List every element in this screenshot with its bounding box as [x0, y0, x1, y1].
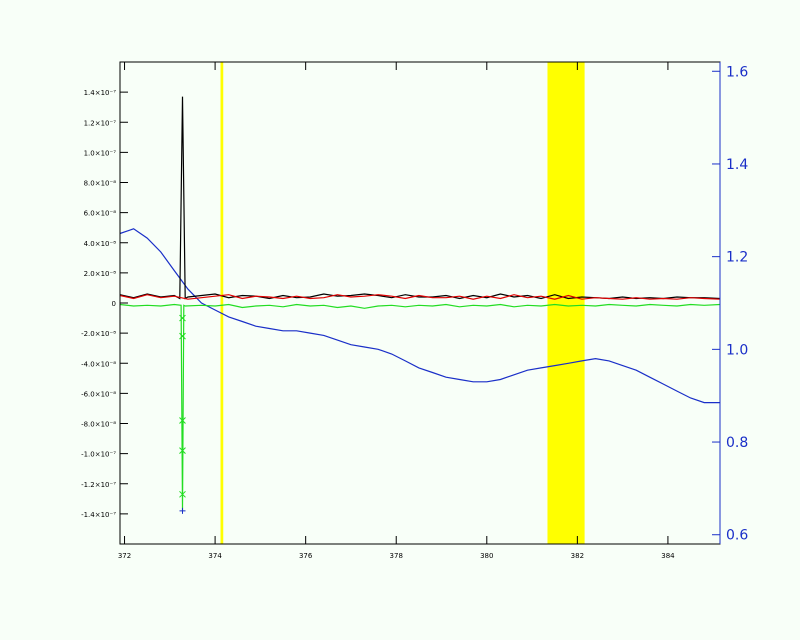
highlight-band-1 [547, 62, 585, 544]
y-right-tick-label-1: 0.8 [726, 435, 748, 451]
series-line-3 [119, 303, 721, 511]
x-tick-label-3: 378 [390, 552, 403, 560]
marker-0-4 [179, 490, 186, 498]
y-left-tick-label-3: 8.0×10⁻⁸ [84, 180, 117, 188]
y-left-tick-label-10: -6.0×10⁻⁸ [81, 390, 116, 398]
x-ticks: 372 374 376 378 380 382 384 [118, 62, 675, 560]
markers [179, 314, 186, 514]
y-left-tick-label-11: -8.0×10⁻⁸ [81, 421, 116, 429]
y-left-tick-label-5: 4.0×10⁻⁸ [84, 240, 117, 248]
y-left-tick-label-13: -1.2×10⁻⁷ [81, 481, 116, 489]
y-left-tick-label-9: -4.0×10⁻⁸ [81, 360, 116, 368]
marker-1-0 [179, 507, 186, 514]
y-left-tick-label-12: -1.0×10⁻⁷ [81, 451, 116, 459]
highlight-band-0 [220, 62, 224, 544]
x-tick-label-0: 372 [118, 552, 131, 560]
marker-0-3 [179, 447, 186, 454]
marker-0-1 [179, 332, 186, 340]
x-tick-label-5: 382 [571, 552, 584, 560]
highlight-bands [220, 62, 585, 544]
series-right-axis [119, 228, 720, 404]
series-line-2 [119, 294, 721, 300]
y-left-tick-label-8: -2.0×10⁻⁸ [81, 330, 116, 338]
y-right-tick-label-3: 1.2 [726, 250, 748, 266]
y-right-tick-label-5: 1.6 [726, 64, 748, 80]
series-line-1 [119, 96, 721, 300]
y-left-tick-label-1: 1.2×10⁻⁷ [84, 119, 117, 127]
y-left-tick-label-2: 1.0×10⁻⁷ [84, 149, 117, 157]
marker-0-0 [179, 314, 186, 322]
x-tick-label-4: 380 [480, 552, 493, 560]
x-tick-label-1: 374 [208, 552, 222, 560]
series-left-axis [119, 96, 721, 511]
y-right-tick-label-2: 1.0 [726, 342, 748, 358]
y-left-tick-label-0: 1.4×10⁻⁷ [84, 89, 117, 97]
y-right-tick-label-0: 0.6 [726, 528, 748, 544]
y-left-tick-label-6: 2.0×10⁻⁸ [84, 270, 117, 278]
y-left-tick-label-14: -1.4×10⁻⁷ [81, 511, 116, 519]
y-left-tick-label-4: 6.0×10⁻⁸ [84, 210, 117, 218]
y-right-tick-label-4: 1.4 [726, 157, 748, 173]
y-right-ticks: 0.6 0.8 1.0 1.2 1.4 1.6 [712, 62, 748, 544]
marker-0-2 [179, 417, 186, 424]
y-left-ticks: 1.4×10⁻⁷ 1.2×10⁻⁷ 1.0×10⁻⁷ 8.0×10⁻⁸ 6.0×10⁻⁸… [81, 89, 128, 519]
x-tick-label-6: 384 [661, 552, 675, 560]
series-line-0 [119, 228, 720, 404]
y-left-tick-label-7: 0 [112, 300, 116, 308]
x-tick-label-2: 376 [299, 552, 313, 560]
plot-frame [119, 61, 721, 545]
